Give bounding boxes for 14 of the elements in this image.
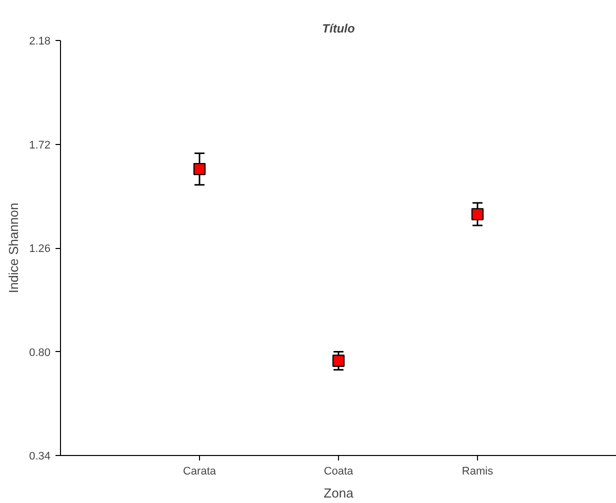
x-tick-label: Carata — [182, 466, 217, 478]
chart-title: Título — [322, 22, 355, 36]
x-axis-title: Zona — [324, 486, 354, 500]
x-tick-label: Coata — [324, 466, 354, 478]
y-tick-label: 0.34 — [29, 450, 51, 462]
y-tick-label: 2.18 — [29, 36, 51, 48]
point — [332, 354, 345, 367]
point — [193, 162, 206, 176]
point — [471, 208, 484, 220]
x-tick-label: Ramis — [462, 466, 494, 478]
y-tick-label: 1.26 — [29, 243, 51, 255]
y-axis-title: Indice Shannon — [6, 202, 22, 294]
y-tick-label: 1.72 — [29, 139, 51, 152]
y-tick-label: 0.80 — [29, 346, 51, 359]
